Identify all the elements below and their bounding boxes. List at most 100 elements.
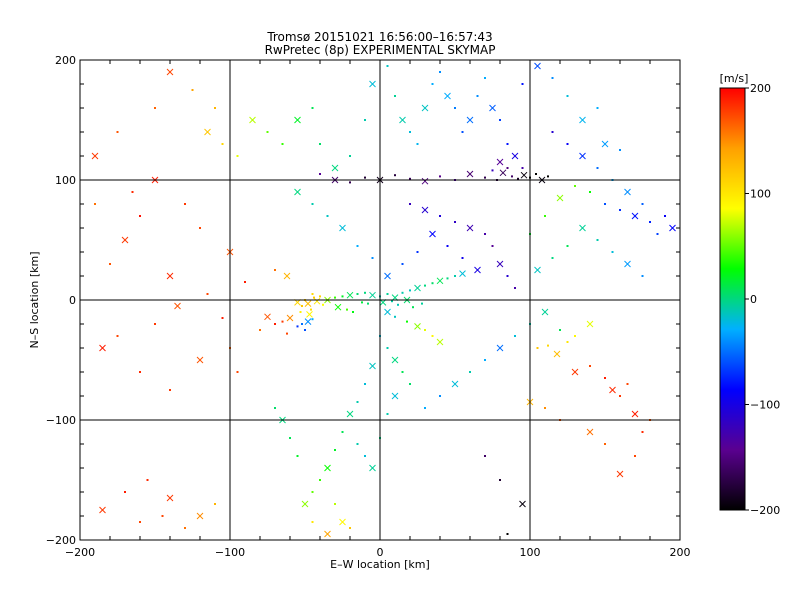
data-point-dot [439, 215, 441, 217]
data-point-dot [446, 277, 449, 280]
data-point-cross [294, 188, 301, 196]
x-tick-label: −100 [215, 546, 245, 559]
data-point-dot [491, 169, 494, 172]
x-tick-label: 100 [520, 546, 541, 559]
data-point-dot [484, 233, 486, 235]
data-point-cross [339, 224, 346, 232]
data-point-dot [506, 533, 509, 535]
data-point-dot [296, 325, 299, 328]
data-point-dot [386, 413, 389, 415]
data-point-dot [634, 455, 636, 457]
data-point-dot [431, 335, 434, 337]
data-point-cross [369, 464, 376, 472]
data-point-dot [146, 479, 149, 481]
data-point-dot [259, 329, 261, 331]
data-point-dot [296, 455, 299, 457]
data-point-dot [310, 308, 312, 311]
data-point-dot [641, 203, 644, 205]
data-point-cross [91, 152, 99, 160]
data-point-dot [386, 65, 389, 67]
data-point-dot [559, 329, 561, 331]
data-point-cross [414, 284, 421, 292]
data-point-cross [331, 164, 339, 172]
data-point-dot [274, 323, 276, 325]
data-point-dot [589, 365, 591, 367]
data-point-dot [361, 301, 363, 304]
data-point-dot [356, 443, 359, 445]
data-point-dot [154, 107, 156, 109]
data-point-dot [364, 291, 366, 294]
axis-ticks: −200 −100 0 100 200 −200 −100 0 100 200 [46, 54, 691, 559]
data-point-cross [196, 356, 204, 364]
colorbar-tick-label: −200 [750, 504, 780, 517]
data-point-cross [459, 270, 466, 277]
data-point-dot [596, 239, 599, 241]
data-point-dot [544, 407, 546, 409]
data-point-dot [281, 320, 284, 323]
data-point-dot [619, 209, 621, 211]
data-point-cross [609, 386, 616, 394]
data-point-cross [601, 140, 609, 148]
data-point-dot [604, 203, 606, 205]
y-tick-label: 200 [55, 54, 76, 67]
data-point-dot [506, 167, 509, 169]
data-point-dot [319, 173, 321, 175]
data-point-dot [394, 315, 396, 318]
data-point-dot [517, 177, 519, 180]
data-point-dot [461, 131, 464, 133]
data-point-dot [124, 491, 126, 493]
data-point-dot [334, 449, 336, 451]
data-point-cross [534, 62, 541, 70]
data-point-cross [466, 224, 474, 232]
data-point-dot [551, 131, 554, 133]
data-point-dot [421, 302, 423, 305]
data-point-dot [391, 300, 393, 303]
data-point-dot [401, 291, 404, 294]
data-point-dot [484, 77, 486, 79]
data-point-cross [586, 320, 594, 328]
data-point-dot [191, 89, 194, 91]
data-point-cross [496, 158, 504, 166]
data-point-dot [439, 71, 441, 73]
data-point-cross [624, 188, 631, 196]
data-point-dot [409, 289, 411, 292]
data-point-cross [556, 194, 564, 202]
data-point-cross [553, 350, 561, 358]
data-point-dot [431, 282, 434, 285]
data-point-dot [604, 377, 606, 379]
data-point-cross [579, 116, 586, 124]
x-axis-label: E–W location [km] [330, 558, 430, 571]
data-point-cross [616, 470, 624, 478]
data-point-dot [394, 95, 396, 97]
data-point-dot [139, 521, 141, 523]
data-point-dot [109, 263, 111, 265]
data-point-cross [346, 291, 354, 299]
data-point-dot [397, 303, 399, 306]
data-point-dot [551, 257, 554, 259]
data-point-dot [364, 176, 366, 179]
data-point-cross [399, 116, 406, 124]
data-point-cross [466, 116, 474, 124]
data-point-dot [266, 131, 269, 133]
data-point-cross [391, 356, 399, 364]
data-point-dot [511, 175, 513, 178]
data-point-dot [454, 275, 456, 277]
data-point-dot [596, 167, 599, 169]
data-point-dot [664, 215, 666, 217]
data-point-dot [589, 191, 591, 193]
data-point-dot [476, 95, 479, 97]
data-point-cross [369, 362, 376, 370]
data-point-dot [311, 491, 314, 493]
data-point-dot [506, 275, 509, 277]
data-point-dot [566, 341, 569, 343]
data-point-cross [166, 494, 174, 502]
data-point-cross [121, 236, 129, 244]
data-point-dot [221, 317, 224, 319]
colorbar-label: [m/s] [720, 72, 749, 85]
data-point-dot [326, 215, 329, 217]
data-point-dot [641, 275, 644, 277]
colorbar-ticks: 200 100 0 −100 −200 [745, 82, 780, 517]
data-point-cross [579, 152, 586, 160]
data-point-dot [424, 329, 426, 331]
